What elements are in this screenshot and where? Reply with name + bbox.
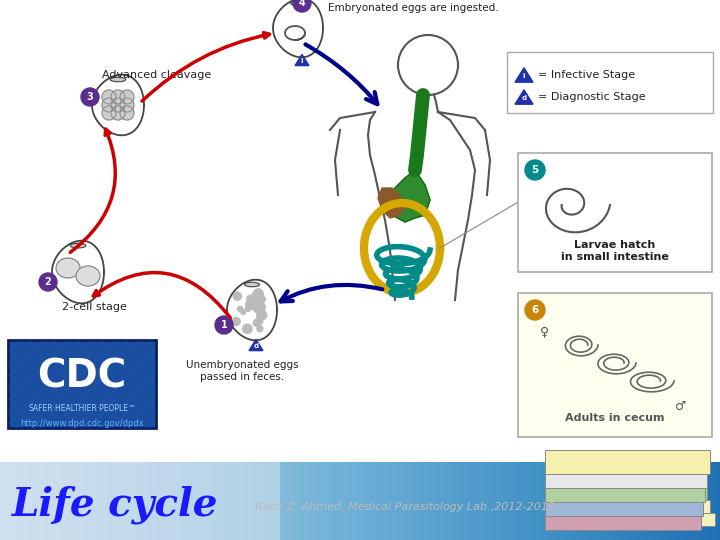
- Circle shape: [253, 320, 260, 326]
- FancyBboxPatch shape: [545, 453, 701, 464]
- FancyBboxPatch shape: [545, 475, 705, 487]
- Text: http://www.dpd.cdc.gov/dpdx: http://www.dpd.cdc.gov/dpdx: [20, 419, 144, 428]
- Text: i: i: [301, 58, 303, 64]
- Circle shape: [39, 273, 57, 291]
- Ellipse shape: [76, 266, 100, 286]
- Circle shape: [233, 292, 241, 300]
- FancyBboxPatch shape: [545, 502, 703, 516]
- Circle shape: [111, 106, 125, 120]
- Circle shape: [120, 90, 134, 104]
- FancyBboxPatch shape: [545, 500, 710, 513]
- Circle shape: [253, 305, 261, 313]
- Text: 6: 6: [531, 305, 539, 315]
- Circle shape: [253, 303, 262, 312]
- FancyBboxPatch shape: [518, 153, 712, 272]
- Text: 1: 1: [220, 320, 228, 330]
- Circle shape: [247, 295, 253, 302]
- Circle shape: [293, 0, 311, 12]
- Text: i: i: [523, 73, 526, 79]
- Text: 4: 4: [299, 0, 305, 8]
- Circle shape: [525, 300, 545, 320]
- Circle shape: [246, 306, 251, 312]
- FancyBboxPatch shape: [507, 52, 713, 113]
- Circle shape: [258, 319, 263, 324]
- Circle shape: [120, 106, 134, 120]
- Bar: [0, 0, 720, 462]
- Circle shape: [256, 293, 261, 298]
- Circle shape: [253, 289, 264, 299]
- FancyBboxPatch shape: [545, 450, 710, 474]
- Polygon shape: [227, 280, 277, 340]
- Circle shape: [102, 106, 116, 120]
- Ellipse shape: [56, 258, 80, 278]
- Circle shape: [257, 312, 264, 319]
- Circle shape: [256, 303, 266, 312]
- Ellipse shape: [290, 1, 305, 5]
- Text: ♀: ♀: [540, 325, 549, 338]
- Polygon shape: [249, 340, 263, 350]
- Text: = Infective Stage: = Infective Stage: [538, 70, 635, 80]
- Text: 3: 3: [86, 92, 94, 102]
- FancyBboxPatch shape: [545, 516, 701, 530]
- Circle shape: [258, 294, 264, 301]
- Circle shape: [102, 98, 116, 112]
- Circle shape: [233, 318, 240, 326]
- FancyBboxPatch shape: [545, 488, 705, 502]
- FancyBboxPatch shape: [545, 487, 707, 500]
- Polygon shape: [378, 188, 405, 218]
- Circle shape: [243, 324, 252, 334]
- Text: Embryonated eggs are ingested.: Embryonated eggs are ingested.: [328, 3, 499, 13]
- Circle shape: [215, 316, 233, 334]
- Ellipse shape: [110, 77, 126, 82]
- Circle shape: [111, 90, 125, 104]
- Text: = Diagnostic Stage: = Diagnostic Stage: [538, 92, 646, 102]
- Circle shape: [261, 297, 266, 301]
- Text: ♂: ♂: [675, 400, 686, 413]
- Circle shape: [259, 302, 265, 308]
- Text: 5: 5: [531, 165, 539, 175]
- Text: Raed Z. Ahmed, Medical Parasitology Lab.,2012-2013: Raed Z. Ahmed, Medical Parasitology Lab.…: [255, 502, 555, 512]
- Text: CDC: CDC: [37, 358, 127, 396]
- Polygon shape: [273, 0, 323, 57]
- Circle shape: [120, 98, 134, 112]
- Polygon shape: [515, 90, 533, 104]
- Circle shape: [258, 311, 266, 320]
- Circle shape: [102, 90, 116, 104]
- Text: 2: 2: [45, 277, 51, 287]
- Text: Unembryonated eggs
passed in feces.: Unembryonated eggs passed in feces.: [186, 360, 298, 382]
- Text: 2-cell stage: 2-cell stage: [62, 302, 127, 312]
- Text: Life cycle: Life cycle: [12, 485, 218, 524]
- Text: Larvae hatch
in small intestine: Larvae hatch in small intestine: [561, 240, 669, 261]
- Polygon shape: [390, 170, 430, 222]
- Circle shape: [525, 160, 545, 180]
- FancyBboxPatch shape: [545, 463, 703, 475]
- Bar: [0, 462, 280, 540]
- Text: Advanced cleavage: Advanced cleavage: [102, 70, 211, 80]
- Text: SAFER·HEALTHIER·PEOPLE™: SAFER·HEALTHIER·PEOPLE™: [28, 404, 136, 413]
- Ellipse shape: [71, 244, 86, 248]
- Circle shape: [252, 293, 256, 298]
- Circle shape: [255, 318, 262, 325]
- Ellipse shape: [245, 282, 259, 287]
- Circle shape: [257, 326, 263, 332]
- FancyBboxPatch shape: [545, 513, 715, 526]
- Polygon shape: [295, 55, 309, 65]
- Polygon shape: [515, 68, 533, 82]
- Polygon shape: [52, 241, 104, 303]
- Text: d: d: [521, 95, 526, 101]
- Circle shape: [254, 298, 263, 307]
- Circle shape: [241, 310, 246, 314]
- Circle shape: [246, 300, 255, 309]
- Circle shape: [238, 306, 243, 312]
- FancyBboxPatch shape: [545, 474, 707, 488]
- FancyBboxPatch shape: [518, 293, 712, 437]
- Circle shape: [252, 300, 256, 304]
- Polygon shape: [92, 75, 144, 136]
- Circle shape: [111, 98, 125, 112]
- Circle shape: [81, 88, 99, 106]
- Text: d: d: [253, 343, 258, 349]
- FancyBboxPatch shape: [8, 340, 156, 428]
- Text: Adults in cecum: Adults in cecum: [565, 413, 665, 423]
